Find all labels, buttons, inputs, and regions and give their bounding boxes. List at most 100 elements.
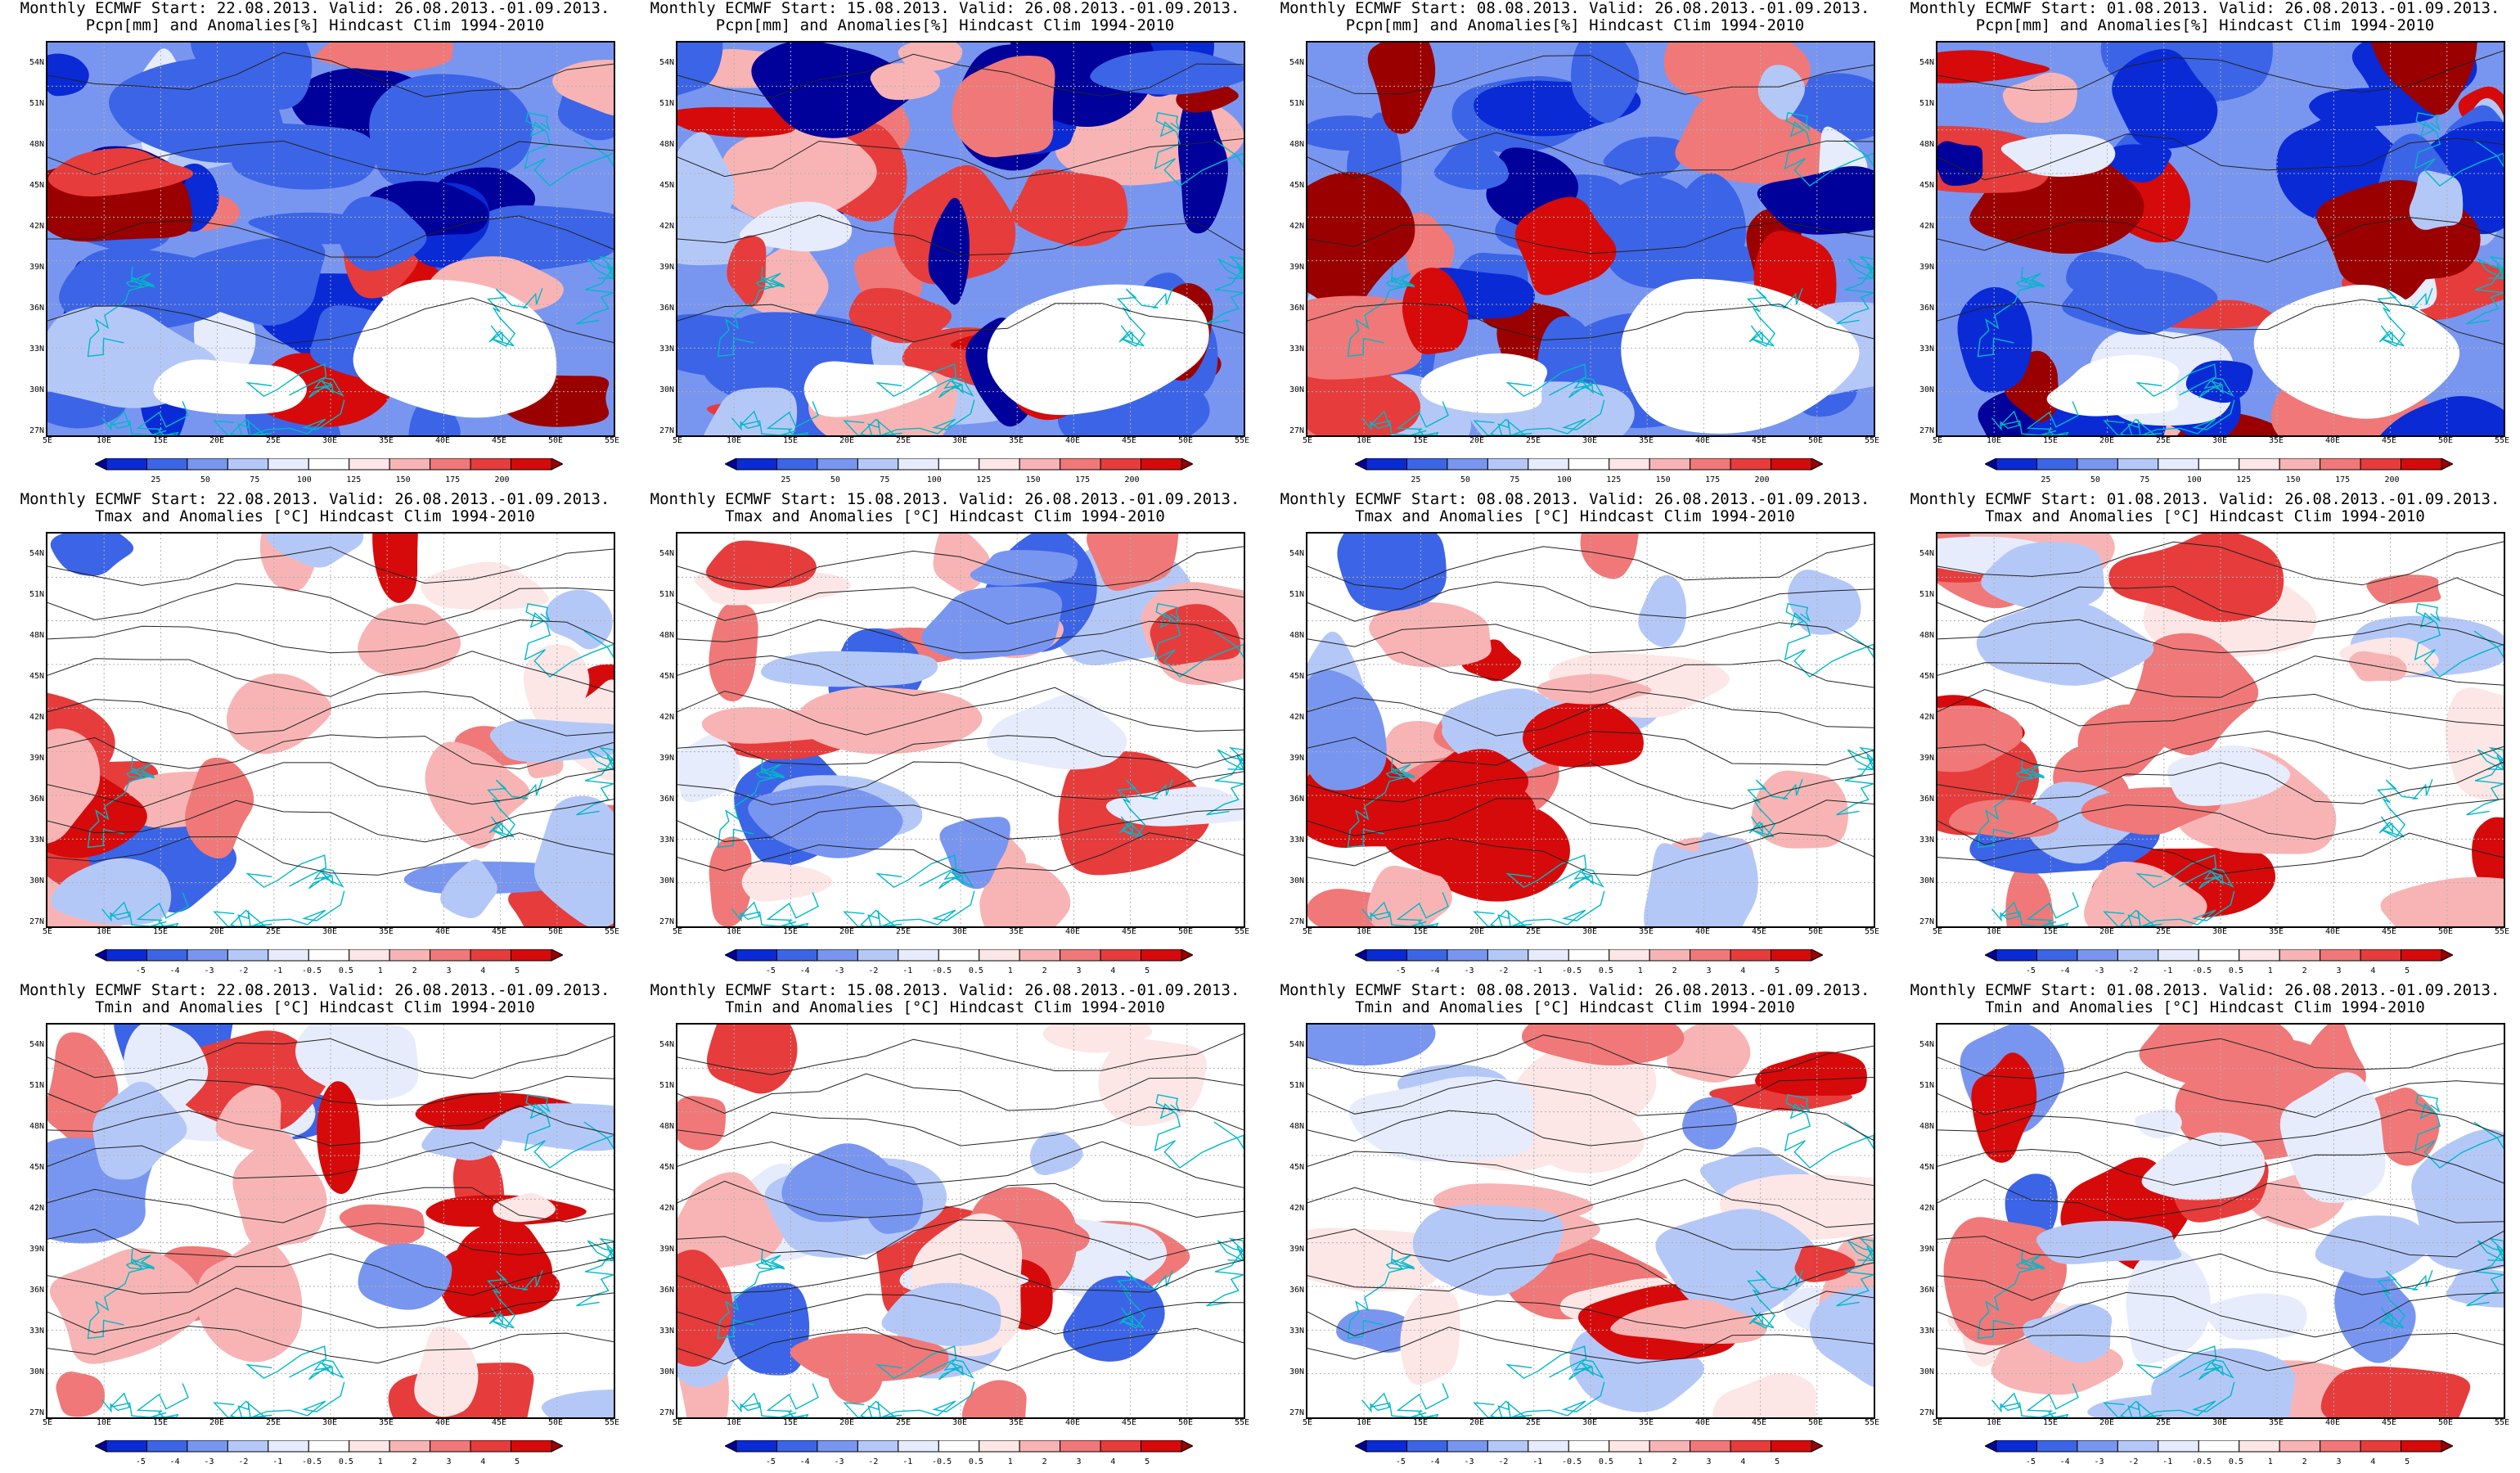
colorbar-swatch (1487, 1440, 1529, 1453)
anomaly-patch (1937, 141, 1983, 187)
anomaly-patch (705, 540, 817, 591)
colorbar-tick: 2 (2302, 1457, 2307, 1466)
lon-label: 10E (96, 927, 112, 936)
lon-label: 50E (1807, 927, 1824, 936)
colorbar-tick: 3 (1706, 966, 1712, 975)
lat-label: 33N (29, 1327, 44, 1336)
contour-line (677, 832, 1244, 874)
lon-label: 45E (2381, 1418, 2397, 1427)
colorbar-tick: -0.5 (1562, 966, 1582, 975)
lon-label: 45E (2381, 927, 2397, 936)
coastline (1206, 255, 1244, 325)
anomaly-patch (1400, 1286, 1460, 1385)
anomaly-patch (1603, 137, 1685, 178)
colorbar-arrow-left (1355, 949, 1367, 962)
colorbar-tick: 5 (1145, 1457, 1150, 1466)
lon-label: 50E (1177, 1418, 1194, 1427)
panel-title-line2: Tmin and Anomalies [°C] Hindcast Clim 19… (1985, 998, 2425, 1016)
colorbar-swatch (2239, 1440, 2280, 1453)
colorbar-tick: 0.5 (338, 1457, 353, 1466)
anomaly-patch (2315, 1215, 2431, 1279)
lon-label: 55E (604, 927, 620, 936)
lon-label: 55E (1234, 436, 1250, 445)
colorbar-swatch (1447, 458, 1488, 471)
lon-label: 40E (1694, 1418, 1711, 1427)
panel-title-line1: Monthly ECMWF Start: 08.08.2013. Valid: … (1280, 490, 1870, 508)
colorbar-swatch (1609, 458, 1650, 471)
colorbar-tick: -3 (834, 1457, 844, 1466)
lon-label: 25E (265, 436, 281, 445)
anomaly-patch (2036, 1220, 2182, 1264)
colorbar-swatch (1406, 1440, 1448, 1453)
colorbar-tick: 200 (1124, 475, 1140, 484)
map-panel: Monthly ECMWF Start: 01.08.2013. Valid: … (1890, 0, 2520, 491)
contour-line (1307, 762, 1874, 809)
contour-line (47, 1253, 614, 1296)
colorbar-swatch (2158, 458, 2199, 471)
coastline (717, 1249, 785, 1340)
anomaly-patch (2112, 48, 2218, 150)
colorbar-arrow-right (551, 1440, 563, 1453)
anomaly-patch (1412, 1205, 1564, 1296)
coastline (2135, 363, 2234, 399)
anomaly-patch (50, 534, 134, 576)
colorbar-tick: -2 (868, 1457, 879, 1466)
lon-label: 50E (2437, 927, 2454, 936)
panel-title-line2: Tmin and Anomalies [°C] Hindcast Clim 19… (95, 998, 535, 1016)
colorbar-swatch (1366, 1440, 1407, 1453)
anomaly-patch (1755, 1052, 1867, 1096)
lon-label: 50E (547, 1418, 564, 1427)
anomaly-patch (358, 1243, 452, 1310)
lon-label: 55E (2494, 927, 2510, 936)
lat-label: 54N (1289, 58, 1304, 67)
anomaly-patch (1957, 286, 2032, 393)
lat-label: 45N (1289, 1163, 1304, 1172)
anomaly-patch (295, 1025, 419, 1101)
lon-label: 45E (1751, 1418, 1767, 1427)
lon-label: 5E (42, 436, 53, 445)
lon-label: 50E (547, 927, 564, 936)
lon-label: 10E (96, 1418, 112, 1427)
map-field (677, 534, 1244, 926)
contour-line (677, 1219, 1244, 1261)
colorbar-swatch (979, 949, 1020, 962)
colorbar-swatch (511, 1440, 552, 1453)
masked-area (987, 284, 1209, 416)
lon-label: 5E (1302, 1418, 1313, 1427)
lat-label: 45N (29, 181, 44, 190)
contour-line (677, 303, 1244, 343)
colorbar-swatch (857, 458, 899, 471)
colorbar-tick: 50 (2090, 475, 2100, 484)
colorbar-arrow-left (1985, 949, 1997, 962)
lon-label: 5E (42, 927, 53, 936)
lat-label: 42N (1289, 222, 1304, 231)
colorbar-swatch (470, 1440, 512, 1453)
contour-line (1307, 1107, 1874, 1146)
colorbar-tick: 75 (2140, 475, 2150, 484)
anomaly-patch (760, 651, 938, 687)
lat-label: 27N (1919, 426, 1934, 435)
colorbar-swatch (187, 949, 228, 962)
colorbar-swatches (1355, 949, 1823, 962)
anomaly-patch (709, 836, 752, 926)
coastline (487, 1270, 543, 1329)
anomaly-patch (921, 586, 1063, 660)
lat-label: 42N (659, 222, 674, 231)
anomaly-patch (1307, 669, 1387, 791)
colorbar-tick: 75 (880, 475, 890, 484)
coastline (1505, 854, 1604, 890)
contour-line (677, 587, 1244, 625)
anomaly-patch (1752, 770, 1849, 849)
lat-label: 27N (29, 426, 44, 435)
anomaly-patch (751, 43, 915, 138)
lat-label: 36N (1289, 1286, 1304, 1295)
colorbar-tick: 175 (1705, 475, 1721, 484)
colorbar-tick: -5 (765, 966, 776, 975)
lon-label: 30E (2212, 927, 2228, 936)
colorbar-swatch (227, 949, 269, 962)
coastline (1784, 111, 1874, 187)
anomaly-patch (47, 728, 101, 844)
lat-label: 30N (29, 385, 44, 394)
anomaly-patch (339, 1204, 425, 1246)
lat-label: 51N (29, 99, 44, 108)
